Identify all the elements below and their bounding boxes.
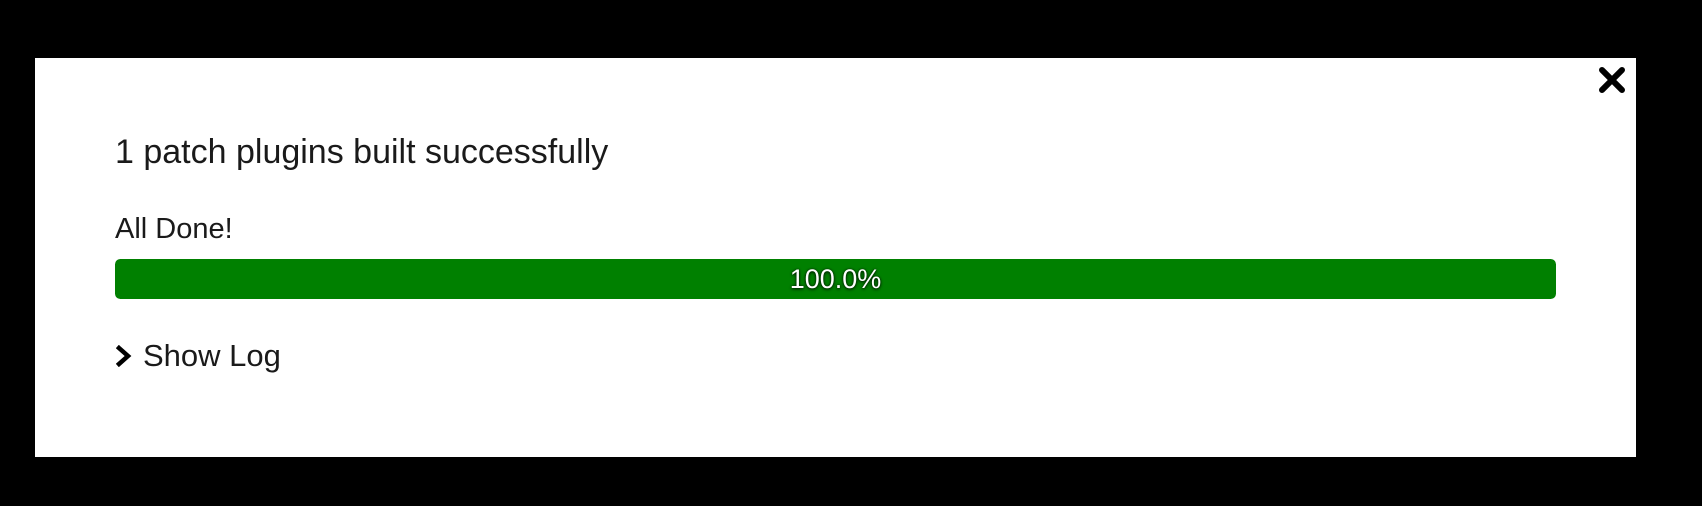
build-result-dialog: 1 patch plugins built successfully All D… bbox=[35, 58, 1636, 457]
close-button[interactable] bbox=[1596, 64, 1628, 96]
progress-bar: 100.0% bbox=[115, 259, 1556, 299]
close-icon bbox=[1598, 66, 1626, 94]
dialog-title: 1 patch plugins built successfully bbox=[115, 133, 609, 171]
show-log-toggle[interactable]: Show Log bbox=[115, 340, 281, 371]
chevron-right-icon bbox=[115, 344, 133, 368]
show-log-label: Show Log bbox=[143, 338, 281, 373]
status-text: All Done! bbox=[115, 213, 233, 245]
progress-label: 100.0% bbox=[789, 263, 882, 294]
progress-fill bbox=[115, 259, 1556, 299]
